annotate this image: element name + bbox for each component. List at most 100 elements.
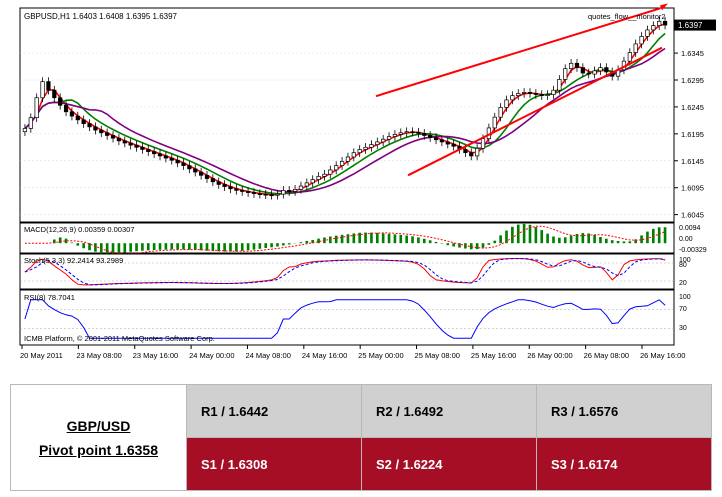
candle-body (586, 72, 591, 75)
macd-label: MACD(12,26,9) 0.00359 0.00307 (24, 225, 135, 234)
resistance-r3: R3 / 1.6576 (536, 384, 712, 438)
candle-body (633, 43, 638, 53)
candle-body (87, 123, 92, 128)
candle-body (574, 62, 580, 68)
stoch-tick: 20 (679, 280, 687, 287)
candle-body (304, 182, 309, 187)
candle-body (398, 132, 403, 135)
candle-body (404, 131, 409, 134)
candle-body (163, 155, 168, 159)
candle-body (28, 117, 33, 129)
candle-body (469, 152, 474, 157)
candle-body (63, 104, 69, 113)
rsi-label: RSI(8) 78.7041 (24, 293, 75, 302)
candle-body (657, 20, 662, 26)
candle-body (128, 142, 133, 146)
candle-body (357, 149, 362, 154)
candle-body (369, 144, 374, 148)
price-tick-label: 1.6095 (681, 184, 704, 193)
candle-body (310, 179, 315, 184)
candle-body (40, 81, 45, 99)
candle-body (480, 138, 486, 149)
candle-body (345, 156, 351, 162)
candle-body (298, 185, 304, 190)
time-tick-label: 26 May 08:00 (584, 351, 629, 360)
candle-body (316, 176, 321, 180)
pair-cell: GBP/USD Pivot point 1.6358 (10, 384, 187, 491)
candle-body (46, 81, 51, 91)
time-tick-label: 24 May 08:00 (245, 351, 290, 360)
candle-body (498, 107, 503, 118)
candle-body (269, 194, 274, 197)
pair-name: GBP/USD (66, 417, 131, 434)
candle-body (193, 168, 198, 173)
candle-body (181, 162, 186, 166)
time-tick-label: 23 May 08:00 (76, 351, 121, 360)
time-tick-label: 23 May 16:00 (133, 351, 178, 360)
candle-body (433, 137, 439, 141)
candle-body (22, 128, 28, 133)
candle-body (110, 135, 116, 139)
candle-body (598, 67, 603, 72)
current-price-box (674, 19, 716, 31)
candle-body (639, 36, 644, 45)
time-axis: 20 May 2011 23 May 08:00 23 May 16:00 24 Ma… (20, 345, 685, 360)
candle-body (152, 151, 157, 155)
candle-body (568, 62, 574, 70)
trend-arrow (660, 3, 668, 11)
candle-body (210, 178, 215, 183)
price-tick-label: 1.6245 (681, 103, 704, 112)
candle-body (392, 134, 398, 137)
candle-body (287, 190, 292, 192)
candle-body (545, 94, 550, 96)
time-tick-label: 25 May 08:00 (415, 351, 460, 360)
candle-body (580, 67, 585, 74)
candle-body (228, 186, 233, 190)
candle-body (169, 157, 174, 161)
candle-body (504, 99, 509, 108)
candle-body (422, 132, 427, 136)
candle-body (328, 169, 333, 175)
candle-body (386, 136, 392, 140)
time-tick-label: 20 May 2011 (20, 351, 63, 360)
candle-body (187, 165, 192, 170)
candle-body (292, 188, 298, 192)
support-s1: S1 / 1.6308 (186, 437, 362, 491)
price-tick-label: 1.6195 (681, 130, 704, 139)
chart-symbol-header: GBPUSD,H1 1.6403 1.6408 1.6395 1.6397 (24, 12, 178, 21)
candle-body (592, 70, 597, 75)
time-tick-label: 25 May 16:00 (471, 351, 516, 360)
candle-body (351, 152, 356, 158)
ma-slow-line (24, 47, 666, 194)
candle-body (134, 144, 139, 148)
candle-body (222, 184, 227, 187)
stoch-signal-line (24, 258, 666, 286)
stoch-tick: 100 (679, 257, 691, 264)
candle-body (516, 93, 521, 96)
candle-body (551, 89, 556, 95)
candle-body (604, 67, 609, 73)
price-panel: GBPUSD,H1 1.6403 1.6408 1.6395 1.6397 qu… (19, 3, 716, 223)
price-tick-label: 1.6295 (681, 76, 704, 85)
stoch-tick: 80 (679, 262, 687, 269)
rsi-tick: 100 (679, 294, 691, 301)
candle-body (651, 25, 656, 31)
candle-body (204, 174, 210, 179)
candle-body (75, 115, 80, 121)
pivot-table: GBP/USD Pivot point 1.6358 R1 / 1.6442 R… (10, 384, 712, 491)
time-tick-label: 24 May 16:00 (302, 351, 347, 360)
candle-body (475, 148, 480, 157)
candle-body (334, 165, 339, 171)
candle-body (140, 146, 145, 150)
candle-body (199, 171, 204, 176)
candle-body (463, 149, 468, 154)
candle-body (322, 173, 327, 177)
candle-body (234, 188, 239, 191)
candle-body (428, 135, 433, 138)
candle-body (275, 193, 280, 196)
candle-body (34, 97, 39, 119)
candle-body (216, 181, 221, 185)
candle-body (445, 141, 450, 145)
candle-body (522, 92, 527, 94)
candle-body (257, 193, 262, 195)
